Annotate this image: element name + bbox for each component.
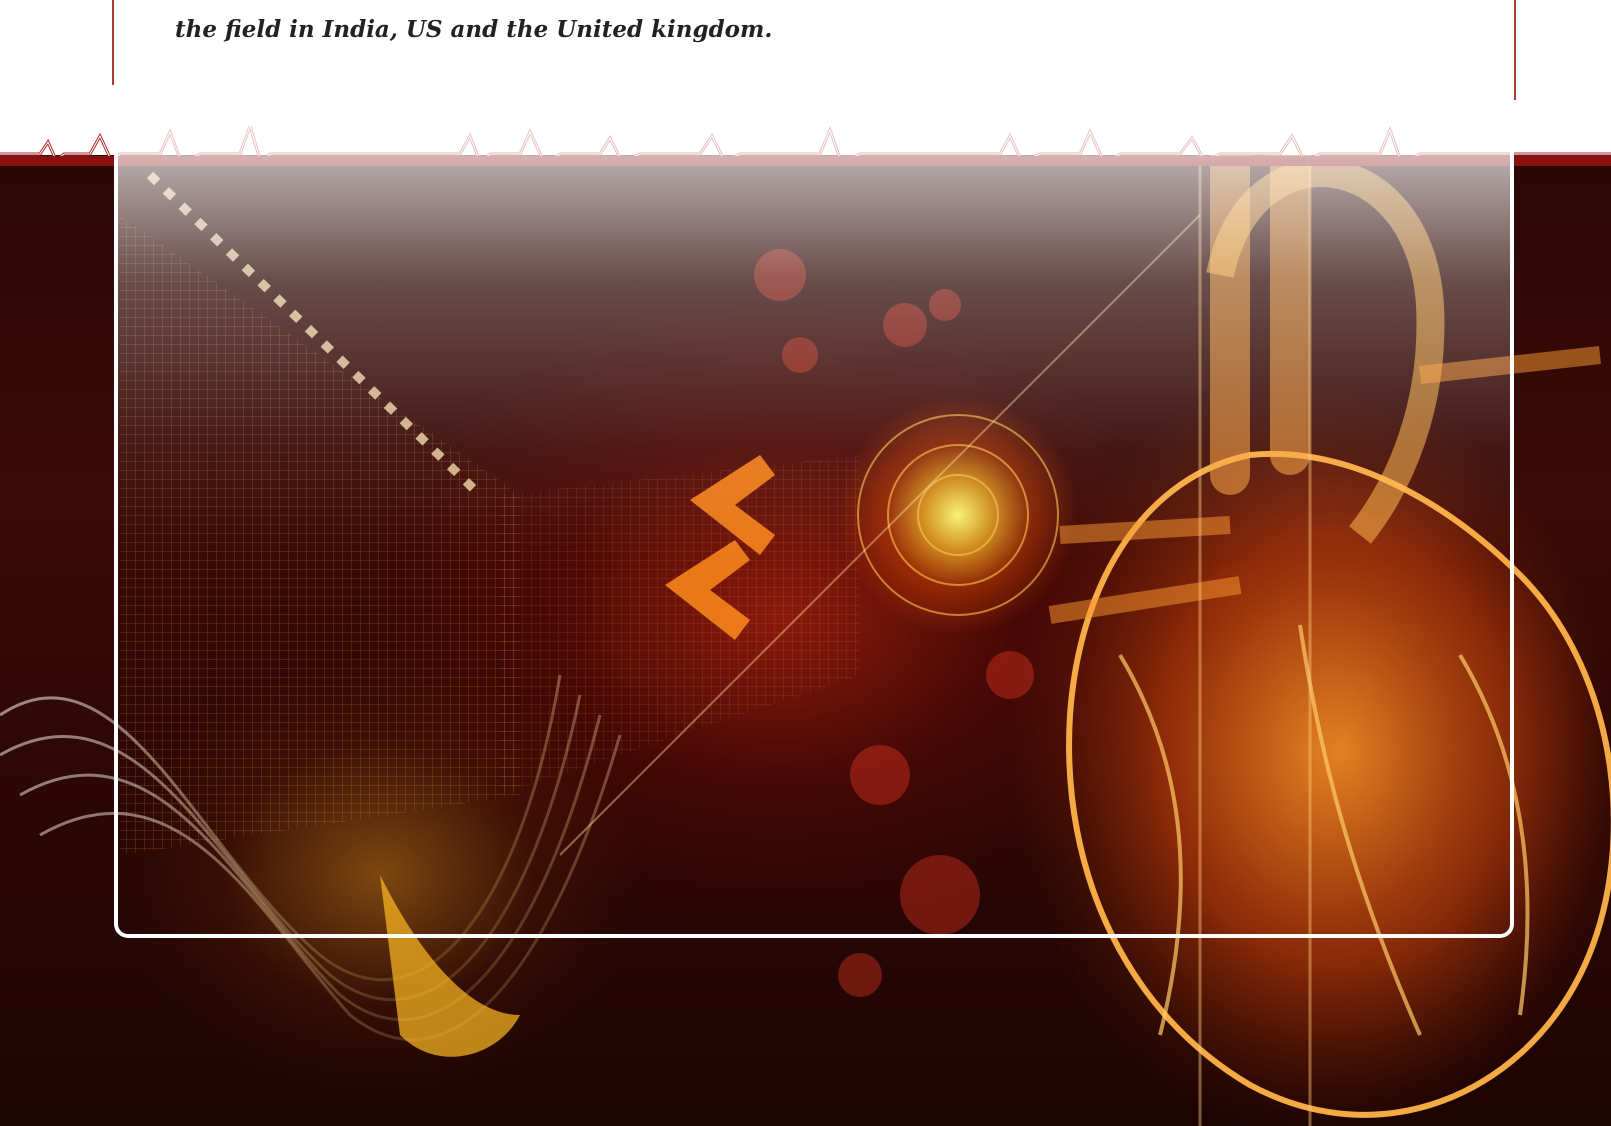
caption-text: the field in India, US and the United ki…: [175, 16, 773, 43]
content-frame: [114, 0, 1514, 938]
